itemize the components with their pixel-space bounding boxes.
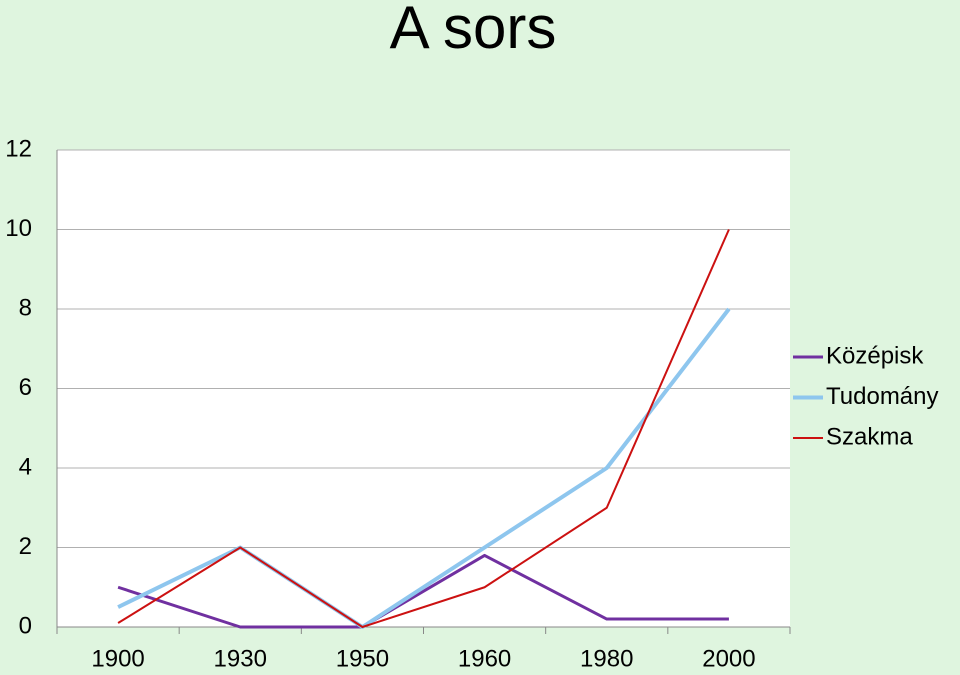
x-tick-label: 1960 [458,645,511,672]
x-tick-label: 1980 [580,645,633,672]
y-tick-label: 4 [19,453,32,480]
x-tick-label: 1950 [336,645,389,672]
y-tick-label: 10 [5,215,32,242]
x-tick-label: 1930 [214,645,267,672]
y-tick-label: 8 [19,294,32,321]
y-tick-label: 2 [19,533,32,560]
series-line [117,229,730,628]
y-tick-label: 12 [5,135,32,162]
series-line [117,553,729,629]
x-tick-label: 1900 [91,645,144,672]
x-tick-label: 2000 [702,645,755,672]
series-line [117,307,731,629]
legend-label: Középisk [826,342,924,369]
y-tick-label: 6 [19,374,32,401]
y-tick-label: 0 [19,612,32,639]
legend-label: Szakma [826,423,913,450]
chart-title: A sors [390,0,557,61]
legend-label: Tudomány [826,383,939,410]
